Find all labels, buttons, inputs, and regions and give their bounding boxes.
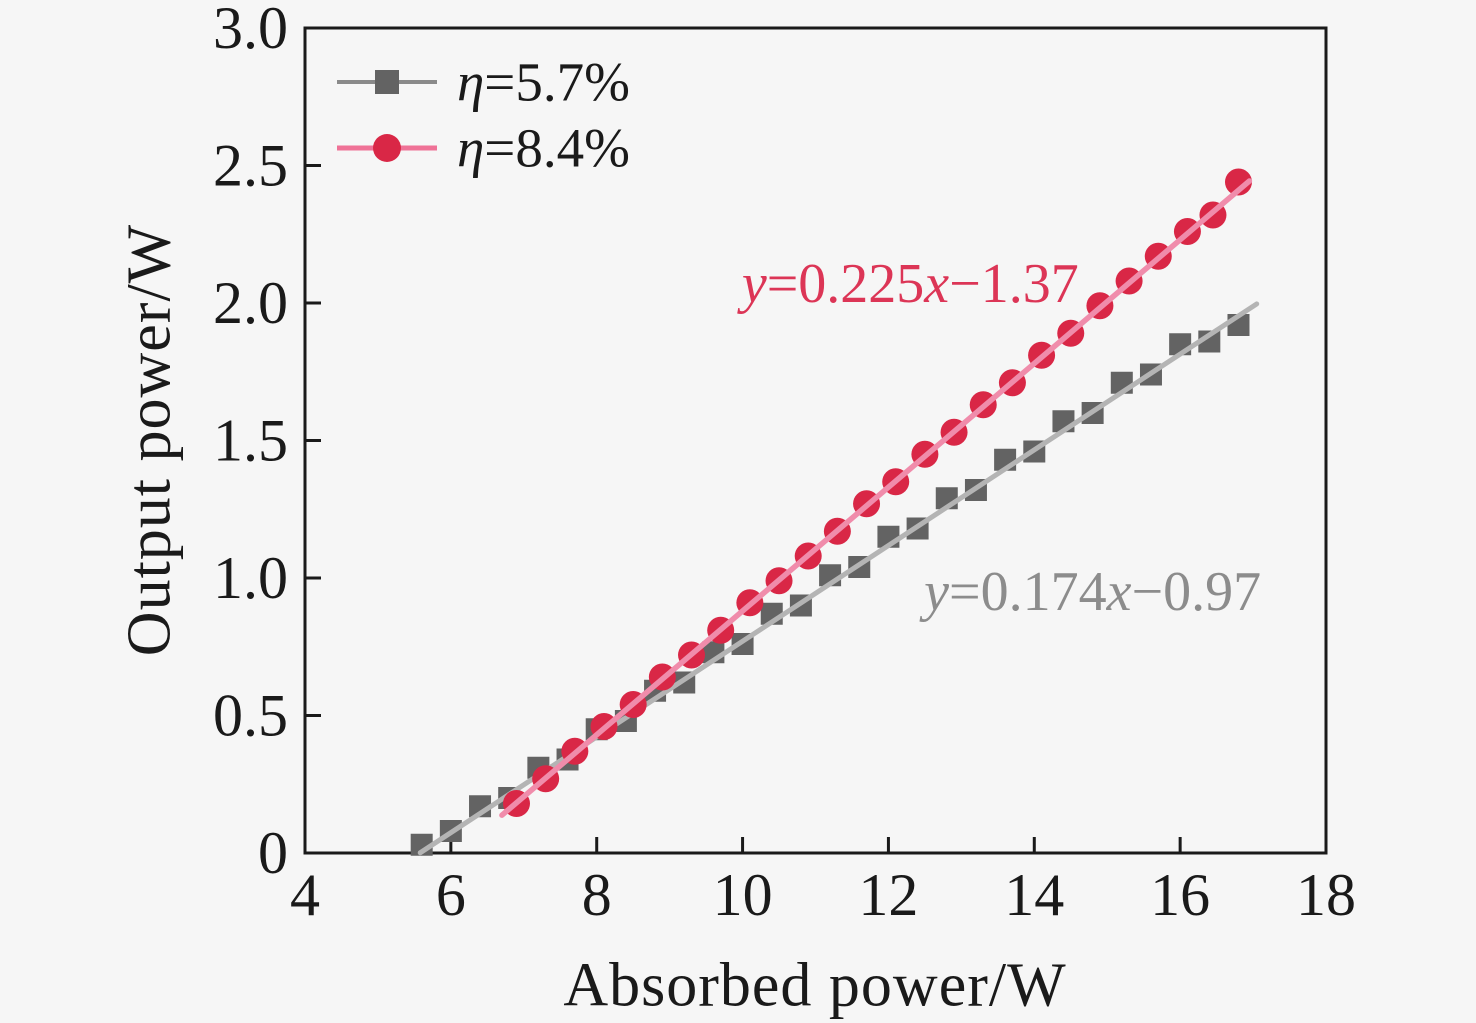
fit-equation-gray: y=0.174x−0.97 (924, 560, 1262, 623)
y-tick-label: 1.0 (213, 545, 288, 611)
x-tick-label: 6 (436, 862, 466, 928)
x-axis-title: Absorbed power/W (563, 951, 1067, 1020)
square-marker-icon (375, 70, 399, 94)
circle-marker-icon (373, 134, 401, 162)
y-tick-label: 3.0 (213, 0, 288, 61)
x-tick-label: 18 (1296, 862, 1356, 928)
y-tick-label: 1.5 (213, 408, 288, 474)
legend-label-series-1: η=5.7% (457, 51, 630, 113)
y-tick-label: 2.5 (213, 133, 288, 199)
y-tick-label: 0.5 (213, 683, 288, 749)
legend-label-series-2: η=8.4% (457, 117, 630, 179)
x-tick-label: 16 (1150, 862, 1210, 928)
y-tick-label: 2.0 (213, 270, 288, 336)
y-axis-title: Output power/W (115, 223, 184, 657)
fit-line-circle (499, 178, 1253, 818)
data-point-circle (1224, 168, 1252, 196)
x-tick-label: 12 (858, 862, 918, 928)
x-tick-label: 4 (290, 862, 320, 928)
fit-equation-red: y=0.225x−1.37 (741, 252, 1079, 315)
series-circle (499, 168, 1253, 818)
x-tick-label: 14 (1004, 862, 1064, 928)
fit-line-square (417, 301, 1260, 856)
y-tick-label: 0 (258, 820, 288, 886)
x-tick-label: 10 (713, 862, 773, 928)
x-tick-label: 8 (582, 862, 612, 928)
